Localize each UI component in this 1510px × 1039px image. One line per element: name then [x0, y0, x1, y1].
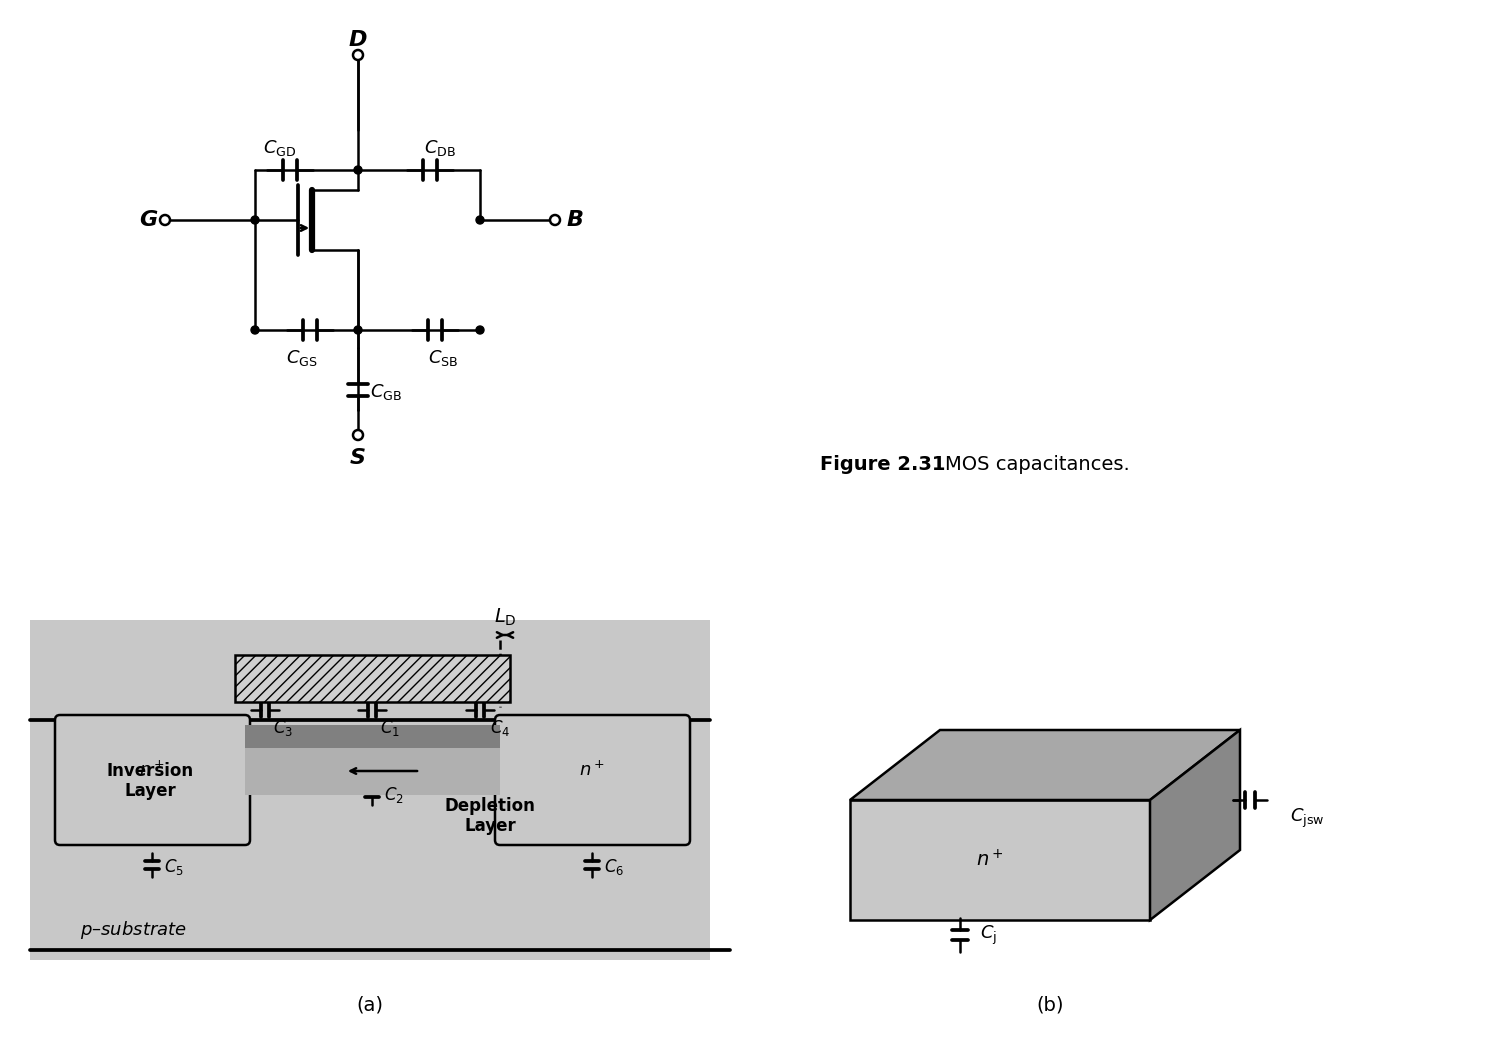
Bar — [30, 620, 710, 960]
Text: G: G — [139, 210, 157, 230]
Text: Depletion: Depletion — [444, 797, 536, 815]
Circle shape — [353, 430, 362, 439]
Text: $C_6$: $C_6$ — [604, 857, 624, 877]
Text: $n^+$: $n^+$ — [578, 761, 606, 779]
Text: $C_\mathrm{jsw}$: $C_\mathrm{jsw}$ — [1290, 806, 1324, 829]
Text: Inversion: Inversion — [106, 762, 193, 780]
Text: $n^+$: $n^+$ — [975, 849, 1004, 871]
Text: MOS capacitances.: MOS capacitances. — [920, 455, 1129, 475]
Text: $C_\mathrm{GB}$: $C_\mathrm{GB}$ — [370, 382, 402, 402]
Text: $C_5$: $C_5$ — [165, 857, 184, 877]
Circle shape — [353, 166, 362, 174]
Text: $C_\mathrm{GS}$: $C_\mathrm{GS}$ — [287, 348, 317, 368]
Text: (b): (b) — [1036, 995, 1063, 1014]
Text: $p$–substrate: $p$–substrate — [80, 920, 187, 941]
Bar — [245, 725, 500, 748]
Circle shape — [160, 215, 171, 225]
Polygon shape — [850, 800, 1151, 920]
Circle shape — [251, 216, 260, 224]
Text: $C_\mathrm{GD}$: $C_\mathrm{GD}$ — [263, 138, 296, 158]
Text: S: S — [350, 448, 365, 468]
Text: $C_2$: $C_2$ — [384, 785, 405, 805]
Text: D: D — [349, 30, 367, 50]
Text: $C_\mathrm{SB}$: $C_\mathrm{SB}$ — [427, 348, 458, 368]
FancyBboxPatch shape — [54, 715, 251, 845]
Bar — [236, 655, 510, 702]
Text: $C_\mathrm{DB}$: $C_\mathrm{DB}$ — [424, 138, 456, 158]
Text: Layer: Layer — [464, 817, 516, 835]
Text: $L_\mathrm{D}$: $L_\mathrm{D}$ — [494, 607, 516, 628]
Circle shape — [550, 215, 560, 225]
Circle shape — [251, 326, 260, 334]
Circle shape — [353, 326, 362, 334]
Text: Layer: Layer — [124, 782, 175, 800]
Text: Figure 2.31: Figure 2.31 — [820, 455, 945, 475]
Text: (a): (a) — [356, 995, 384, 1014]
Text: $C_1$: $C_1$ — [381, 718, 400, 738]
Circle shape — [476, 216, 485, 224]
Bar — [245, 748, 500, 795]
Text: $C_3$: $C_3$ — [273, 718, 293, 738]
Text: $C_\mathrm{j}$: $C_\mathrm{j}$ — [980, 924, 997, 947]
Polygon shape — [1151, 730, 1240, 920]
Text: $C_4$: $C_4$ — [489, 718, 510, 738]
Text: B: B — [566, 210, 583, 230]
FancyBboxPatch shape — [495, 715, 690, 845]
Circle shape — [476, 326, 485, 334]
Text: $n^+$: $n^+$ — [139, 761, 165, 779]
Polygon shape — [850, 730, 1240, 800]
Circle shape — [353, 50, 362, 60]
